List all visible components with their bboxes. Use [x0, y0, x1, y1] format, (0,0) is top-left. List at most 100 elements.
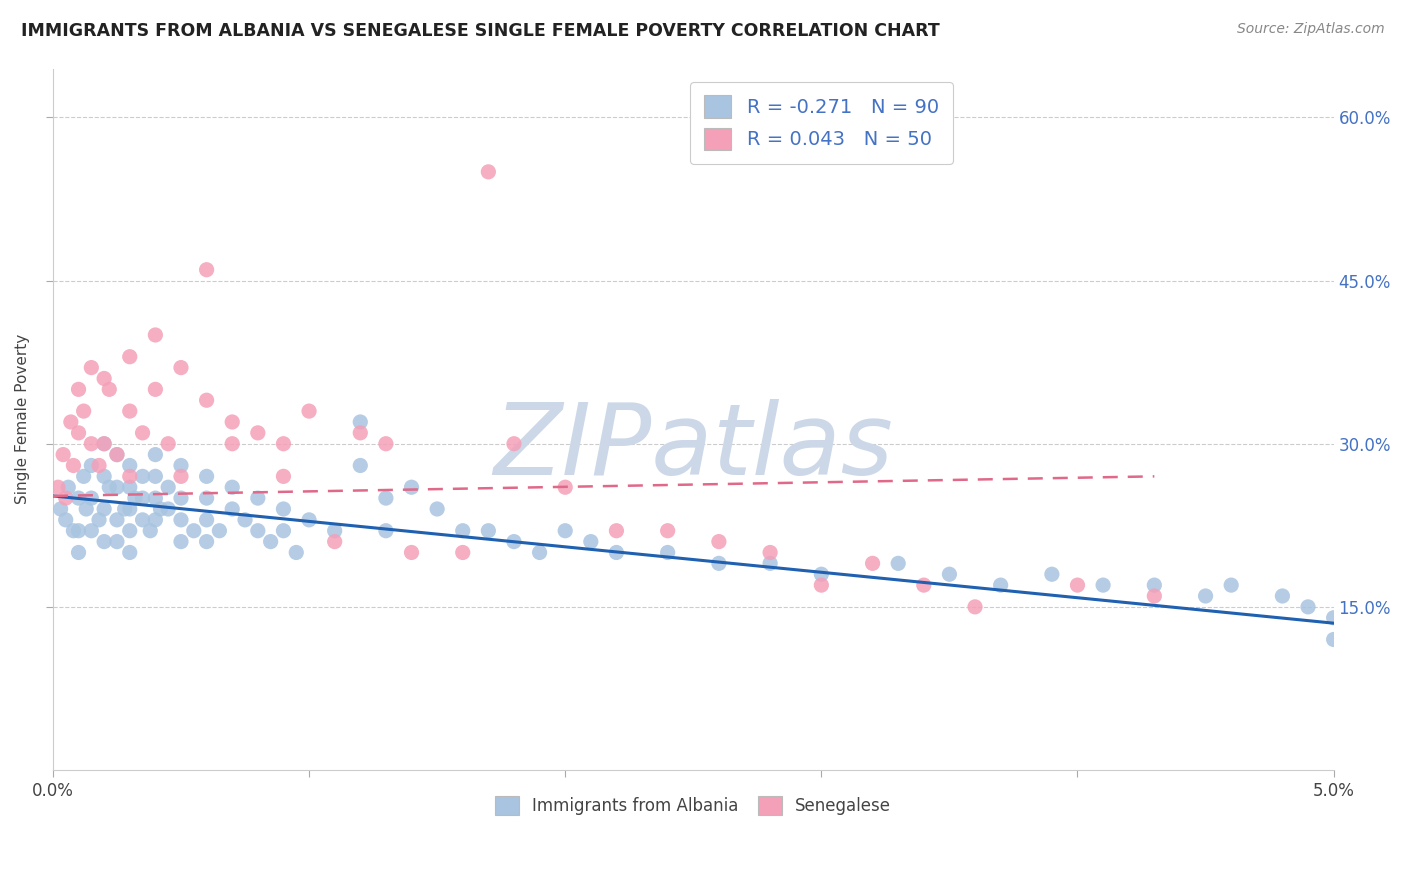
Point — [233, 513, 256, 527]
Point — [93, 371, 115, 385]
Point — [862, 557, 884, 571]
Point — [374, 524, 396, 538]
Point — [98, 480, 121, 494]
Point — [55, 513, 77, 527]
Point — [157, 480, 180, 494]
Point — [1066, 578, 1088, 592]
Legend: Immigrants from Albania, Senegalese: Immigrants from Albania, Senegalese — [485, 786, 901, 825]
Point — [273, 502, 295, 516]
Point — [118, 545, 141, 559]
Point — [145, 448, 167, 462]
Point — [298, 513, 321, 527]
Point — [62, 458, 84, 473]
Point — [62, 524, 84, 538]
Text: IMMIGRANTS FROM ALBANIA VS SENEGALESE SINGLE FEMALE POVERTY CORRELATION CHART: IMMIGRANTS FROM ALBANIA VS SENEGALESE SI… — [21, 22, 939, 40]
Point — [1323, 611, 1346, 625]
Point — [195, 393, 218, 408]
Point — [118, 404, 141, 418]
Point — [1040, 567, 1063, 582]
Point — [657, 545, 679, 559]
Point — [323, 524, 346, 538]
Point — [221, 436, 243, 450]
Point — [131, 513, 153, 527]
Point — [963, 599, 986, 614]
Point — [93, 534, 115, 549]
Point — [246, 524, 269, 538]
Point — [118, 458, 141, 473]
Point — [118, 480, 141, 494]
Point — [657, 524, 679, 538]
Point — [46, 480, 69, 494]
Point — [1143, 589, 1166, 603]
Point — [246, 425, 269, 440]
Point — [93, 469, 115, 483]
Point — [105, 448, 128, 462]
Point — [58, 480, 80, 494]
Point — [1092, 578, 1115, 592]
Point — [80, 360, 103, 375]
Point — [208, 524, 231, 538]
Point — [67, 425, 90, 440]
Point — [887, 557, 910, 571]
Point — [195, 469, 218, 483]
Point — [707, 534, 730, 549]
Point — [55, 491, 77, 505]
Point — [273, 469, 295, 483]
Point — [1296, 599, 1319, 614]
Point — [145, 382, 167, 396]
Point — [67, 524, 90, 538]
Point — [170, 534, 193, 549]
Point — [145, 513, 167, 527]
Point — [221, 502, 243, 516]
Point — [118, 469, 141, 483]
Point — [170, 469, 193, 483]
Point — [1143, 578, 1166, 592]
Point — [374, 436, 396, 450]
Point — [477, 524, 499, 538]
Point — [114, 502, 136, 516]
Point — [221, 480, 243, 494]
Point — [157, 502, 180, 516]
Point — [349, 458, 371, 473]
Point — [759, 557, 782, 571]
Point — [401, 545, 423, 559]
Point — [145, 328, 167, 343]
Point — [273, 436, 295, 450]
Point — [451, 524, 474, 538]
Point — [349, 415, 371, 429]
Point — [554, 524, 576, 538]
Point — [503, 436, 526, 450]
Point — [170, 513, 193, 527]
Point — [529, 545, 551, 559]
Point — [1220, 578, 1243, 592]
Point — [554, 480, 576, 494]
Point — [105, 534, 128, 549]
Point — [195, 491, 218, 505]
Point — [990, 578, 1012, 592]
Point — [426, 502, 449, 516]
Point — [80, 491, 103, 505]
Point — [93, 436, 115, 450]
Point — [285, 545, 308, 559]
Point — [1323, 632, 1346, 647]
Point — [938, 567, 960, 582]
Point — [503, 534, 526, 549]
Point — [118, 350, 141, 364]
Point — [75, 502, 97, 516]
Y-axis label: Single Female Poverty: Single Female Poverty — [15, 334, 30, 504]
Point — [72, 404, 94, 418]
Point — [195, 513, 218, 527]
Point — [139, 524, 162, 538]
Point — [52, 448, 75, 462]
Text: ZIPatlas: ZIPatlas — [494, 399, 893, 496]
Point — [810, 578, 832, 592]
Point — [131, 469, 153, 483]
Point — [273, 524, 295, 538]
Point — [605, 545, 627, 559]
Point — [170, 491, 193, 505]
Point — [67, 491, 90, 505]
Point — [87, 513, 110, 527]
Point — [195, 534, 218, 549]
Point — [105, 448, 128, 462]
Point — [579, 534, 602, 549]
